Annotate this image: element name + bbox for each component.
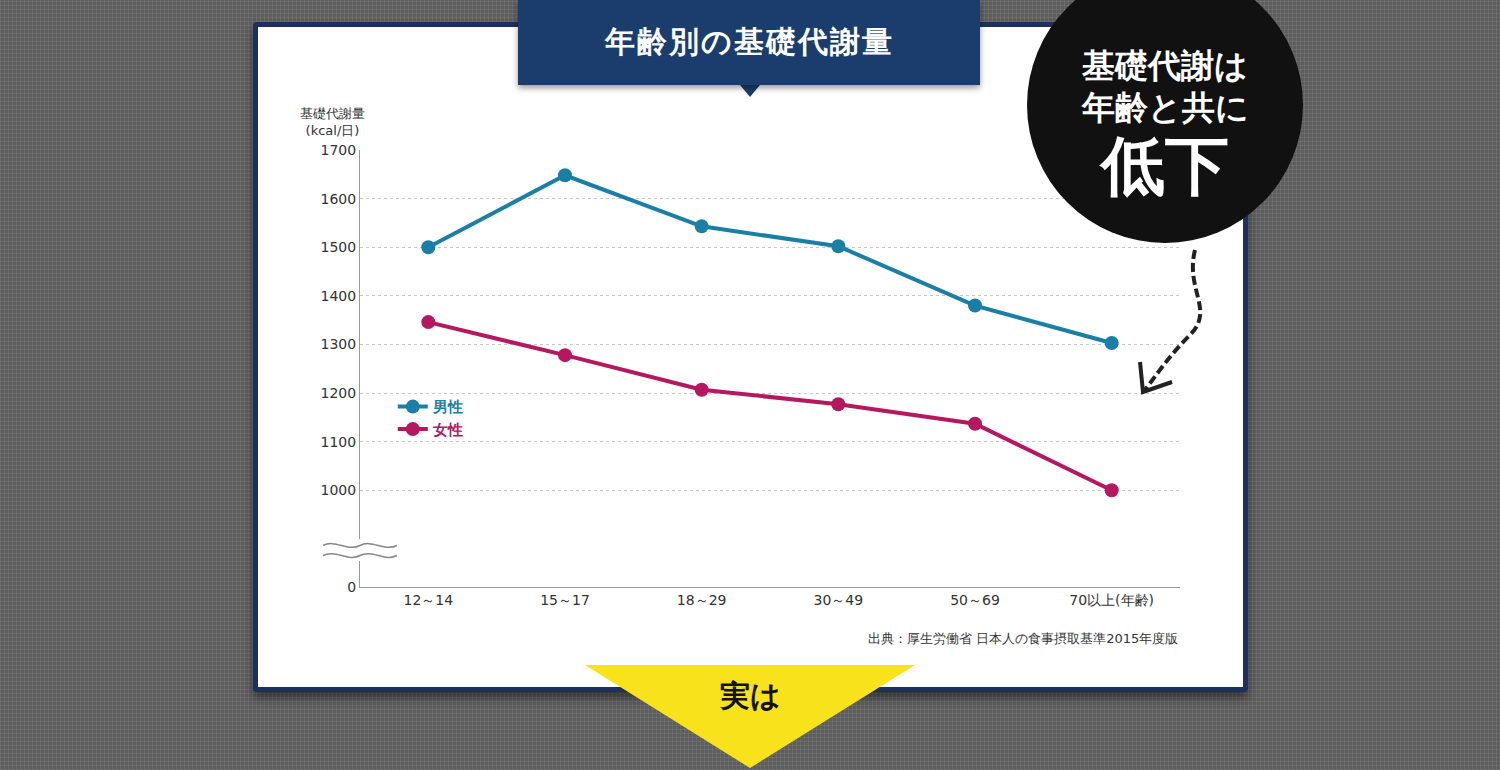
svg-text:女性: 女性 — [432, 421, 463, 439]
html-text:年齢と共に: 年齢と共に — [1081, 88, 1249, 127]
svg-text:70以上(年齢): 70以上(年齢) — [1069, 592, 1154, 608]
svg-text:30～49: 30～49 — [814, 592, 864, 608]
svg-text:50～69: 50～69 — [950, 592, 1000, 608]
html-text:低下: 低下 — [1101, 128, 1229, 203]
svg-text:1400: 1400 — [321, 288, 357, 304]
svg-text:1100: 1100 — [321, 434, 357, 450]
svg-text:基礎代謝量(kcal/日): 基礎代謝量(kcal/日) — [300, 106, 365, 138]
svg-text:15～17: 15～17 — [540, 592, 590, 608]
svg-text:出典：厚生労働省 日本人の食事摂取基準2015年度版: 出典：厚生労働省 日本人の食事摂取基準2015年度版 — [868, 631, 1178, 646]
svg-text:18～29: 18～29 — [677, 592, 727, 608]
html-text:実は: 実は — [719, 678, 781, 713]
svg-text:1700: 1700 — [321, 142, 357, 158]
svg-text:1300: 1300 — [321, 336, 357, 352]
svg-text:12～14: 12～14 — [404, 592, 454, 608]
html-text:年齢別の基礎代謝量: 年齢別の基礎代謝量 — [604, 24, 894, 59]
svg-text:1600: 1600 — [321, 191, 357, 207]
svg-text:1200: 1200 — [321, 385, 357, 401]
svg-text:1500: 1500 — [321, 239, 357, 255]
svg-text:0: 0 — [347, 579, 356, 595]
html-text:基礎代謝は: 基礎代謝は — [1082, 46, 1248, 85]
svg-text:男性: 男性 — [432, 398, 463, 416]
svg-text:1000: 1000 — [321, 482, 357, 498]
